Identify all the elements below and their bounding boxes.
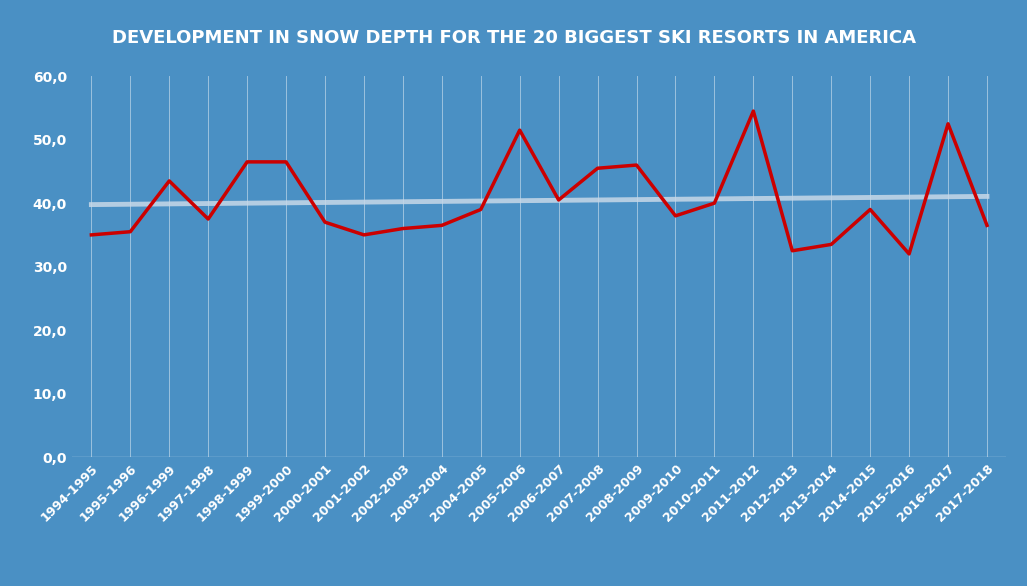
Text: DEVELOPMENT IN SNOW DEPTH FOR THE 20 BIGGEST SKI RESORTS IN AMERICA: DEVELOPMENT IN SNOW DEPTH FOR THE 20 BIG… — [112, 29, 915, 47]
